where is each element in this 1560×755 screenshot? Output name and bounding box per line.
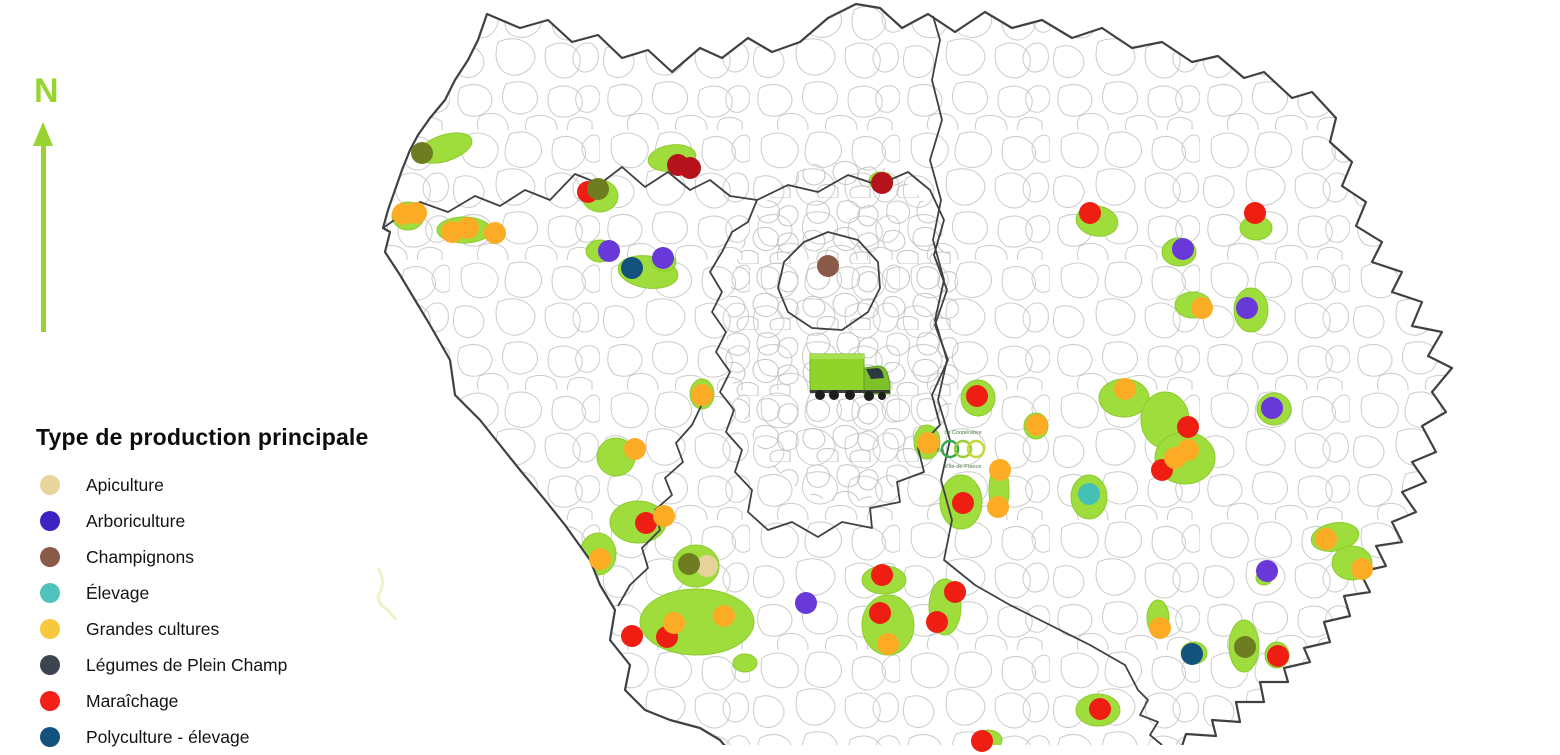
legumes-plein-champ-swatch bbox=[40, 655, 60, 675]
legend-item-label: Champignons bbox=[86, 546, 194, 567]
production-point-grandes-cultures bbox=[1149, 617, 1171, 639]
production-point-grandes-cultures bbox=[713, 605, 735, 627]
apiculture-swatch bbox=[40, 475, 60, 495]
legend-item-polyculture-elevage: Polyculture - élevage bbox=[36, 719, 426, 755]
legend-item-label: Arboriculture bbox=[86, 510, 186, 531]
production-point-arboriculture bbox=[1261, 397, 1283, 419]
legend-item-arboriculture: Arboriculture bbox=[36, 503, 426, 539]
legend-item-legumes-plein-champ: Légumes de Plein Champ bbox=[36, 647, 426, 683]
legend-item-label: Apiculture bbox=[86, 474, 164, 495]
highlighted-commune bbox=[732, 653, 758, 673]
production-point-grandes-cultures bbox=[1315, 528, 1337, 550]
polyculture-elevage-swatch bbox=[40, 727, 60, 747]
logo-text-top: La Coopérative bbox=[944, 430, 981, 436]
legend-item-apiculture: Apiculture bbox=[36, 467, 426, 503]
production-point-arboriculture bbox=[795, 592, 817, 614]
production-point-polyculture-elevage bbox=[621, 257, 643, 279]
north-compass: N bbox=[30, 74, 70, 344]
north-arrow-head bbox=[33, 122, 53, 146]
production-point-maraichage bbox=[926, 611, 948, 633]
production-point-maraichage bbox=[871, 172, 893, 194]
production-point-maraichage bbox=[1089, 698, 1111, 720]
production-point-autre bbox=[678, 553, 700, 575]
north-label: N bbox=[34, 72, 59, 110]
production-point-maraichage bbox=[1177, 416, 1199, 438]
production-point-maraichage bbox=[1244, 202, 1266, 224]
production-point-grandes-cultures bbox=[989, 459, 1011, 481]
legend-title: Type de production principale bbox=[36, 424, 369, 450]
department-border bbox=[777, 231, 881, 331]
production-point-grandes-cultures bbox=[1351, 558, 1373, 580]
grandes-cultures-swatch bbox=[40, 619, 60, 639]
champignons-swatch bbox=[40, 547, 60, 567]
department-border bbox=[929, 15, 1163, 745]
production-point-grandes-cultures bbox=[691, 384, 713, 406]
inner-ring-communes-mesh bbox=[727, 158, 963, 502]
north-arrow-shaft bbox=[41, 142, 46, 332]
department-border bbox=[617, 401, 704, 607]
production-point-maraichage bbox=[971, 730, 993, 752]
production-point-maraichage bbox=[621, 625, 643, 647]
production-point-maraichage bbox=[966, 385, 988, 407]
logo-text-mid: Bio bbox=[937, 448, 944, 454]
production-point-maraichage bbox=[869, 602, 891, 624]
production-point-maraichage bbox=[1079, 202, 1101, 224]
department-border bbox=[382, 166, 758, 229]
production-point-apiculture bbox=[696, 555, 718, 577]
legend-item-label: Élevage bbox=[86, 582, 150, 603]
production-point-grandes-cultures bbox=[589, 548, 611, 570]
logo-text-bottom: d'Île-de-France bbox=[945, 463, 982, 470]
production-point-grandes-cultures bbox=[877, 633, 899, 655]
legend-item-label: Polyculture - élevage bbox=[86, 726, 250, 747]
production-point-autre bbox=[1234, 636, 1256, 658]
production-point-arboriculture bbox=[1172, 238, 1194, 260]
production-point-autre bbox=[411, 142, 433, 164]
production-point-maraichage bbox=[871, 564, 893, 586]
production-point-grandes-cultures bbox=[1191, 297, 1213, 319]
production-point-maraichage bbox=[944, 581, 966, 603]
production-point-champignons bbox=[817, 255, 839, 277]
region-outline bbox=[381, 2, 1454, 745]
production-point-maraichage bbox=[952, 492, 974, 514]
production-point-grandes-cultures bbox=[917, 432, 939, 454]
delivery-truck-icon bbox=[809, 353, 891, 401]
production-point-grandes-cultures bbox=[1164, 447, 1186, 469]
maraichage-swatch bbox=[40, 691, 60, 711]
production-point-arboriculture bbox=[652, 247, 674, 269]
elevage-swatch bbox=[40, 583, 60, 603]
production-point-grandes-cultures bbox=[1026, 414, 1048, 436]
legend-item-grandes-cultures: Grandes cultures bbox=[36, 611, 426, 647]
production-point-grandes-cultures bbox=[484, 222, 506, 244]
production-point-maraichage bbox=[679, 157, 701, 179]
production-point-elevage bbox=[1078, 483, 1100, 505]
production-point-grandes-cultures bbox=[987, 496, 1009, 518]
production-point-polyculture-elevage bbox=[1181, 643, 1203, 665]
production-point-grandes-cultures bbox=[405, 202, 427, 224]
production-point-grandes-cultures bbox=[1114, 378, 1136, 400]
production-point-autre bbox=[587, 178, 609, 200]
production-point-grandes-cultures bbox=[663, 612, 685, 634]
coop-bio-idf-logo: La Coopérative Bio d'Île-de-France bbox=[937, 430, 986, 470]
legend-item-champignons: Champignons bbox=[36, 539, 426, 575]
production-point-arboriculture bbox=[1236, 297, 1258, 319]
production-legend: Type de production principale Apiculture… bbox=[36, 424, 426, 755]
production-point-maraichage bbox=[1267, 645, 1289, 667]
production-point-arboriculture bbox=[598, 240, 620, 262]
legend-item-label: Légumes de Plein Champ bbox=[86, 654, 288, 675]
production-point-maraichage bbox=[635, 512, 657, 534]
production-point-grandes-cultures bbox=[653, 505, 675, 527]
river-trace bbox=[376, 567, 398, 621]
legend-item-label: Grandes cultures bbox=[86, 618, 220, 639]
production-point-arboriculture bbox=[1256, 560, 1278, 582]
production-point-grandes-cultures bbox=[624, 438, 646, 460]
legend-item-maraichage: Maraîchage bbox=[36, 683, 426, 719]
production-point-grandes-cultures bbox=[457, 217, 479, 239]
arboriculture-swatch bbox=[40, 511, 60, 531]
legend-item-elevage: Élevage bbox=[36, 575, 426, 611]
legend-item-label: Maraîchage bbox=[86, 690, 179, 711]
